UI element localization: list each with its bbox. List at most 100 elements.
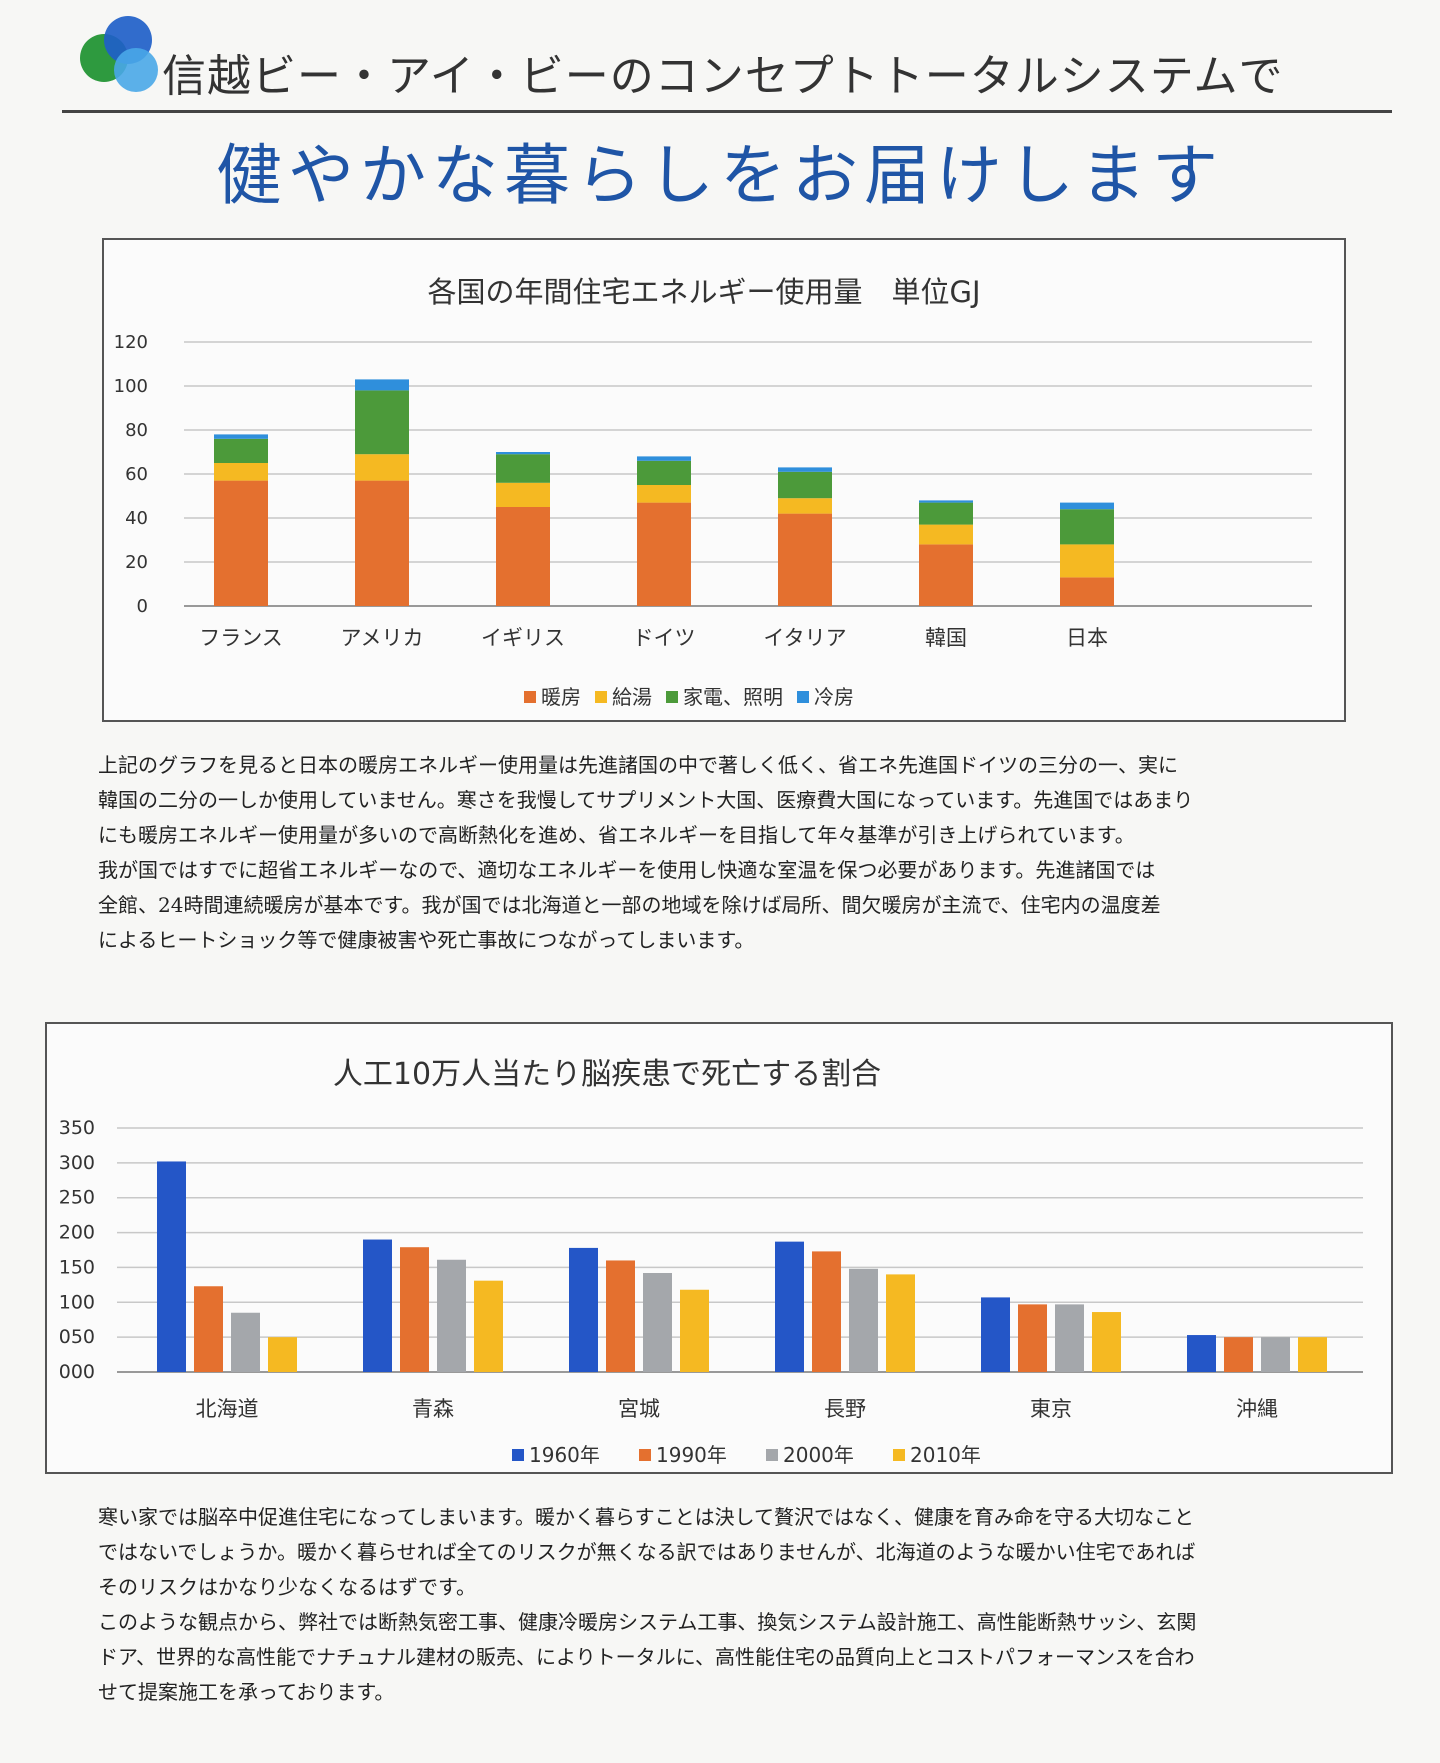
text-line: によるヒートショック等で健康被害や死亡事故につながってしまいます。 xyxy=(98,928,755,952)
legend-label: 1990年 xyxy=(656,1443,727,1467)
bar xyxy=(812,1251,841,1372)
bar xyxy=(214,438,268,463)
bar xyxy=(778,498,832,514)
energy-explanation: 上記のグラフを見ると日本の暖房エネルギー使用量は先進諸国の中で著しく低く、省エネ… xyxy=(98,748,1358,958)
bar xyxy=(919,524,973,545)
text-line: せて提案施工を承っております。 xyxy=(98,1680,395,1704)
legend-swatch xyxy=(512,1449,524,1461)
chart-title: 各国の年間住宅エネルギー使用量 単位GJ xyxy=(427,275,980,309)
legend-label: 2000年 xyxy=(783,1443,854,1467)
bar xyxy=(157,1161,186,1372)
bar xyxy=(355,390,409,455)
x-tick-label: 長野 xyxy=(824,1397,866,1421)
bar xyxy=(496,452,550,455)
bar xyxy=(400,1247,429,1372)
stroke-chart: 人工10万人当たり脳疾患で死亡する割合 000 050 100 150 200 250 300… xyxy=(45,1022,1393,1474)
bar xyxy=(778,471,832,499)
text-line: 韓国の二分の一しか使用していません。寒さを我慢してサプリメント大国、医療費大国に… xyxy=(98,788,1194,812)
bar xyxy=(1055,1304,1084,1372)
bar xyxy=(919,544,973,606)
legend-swatch xyxy=(524,691,536,703)
x-tick-label: イタリア xyxy=(763,626,846,650)
bar xyxy=(886,1274,915,1372)
bar xyxy=(214,463,268,481)
stroke-chart-svg: 人工10万人当たり脳疾患で死亡する割合 000 050 100 150 200 250 300… xyxy=(59,1057,1363,1467)
x-tick-label: 日本 xyxy=(1066,626,1108,650)
y-tick-label: 120 xyxy=(114,332,148,353)
y-tick-label: 100 xyxy=(114,376,148,397)
y-tick-label: 300 xyxy=(59,1152,95,1174)
legend-swatch xyxy=(666,691,678,703)
bar xyxy=(1261,1337,1290,1372)
energy-chart-svg: 各国の年間住宅エネルギー使用量 単位GJ 0 20 40 60 80 100 120 フランス ア… xyxy=(114,275,1312,709)
bar xyxy=(1018,1304,1047,1372)
x-tick-label: 青森 xyxy=(412,1397,454,1421)
bar xyxy=(637,485,691,503)
y-tick-label: 350 xyxy=(59,1117,95,1139)
bar xyxy=(214,434,268,439)
legend-label: 給湯 xyxy=(612,685,652,709)
legend-label: 1960年 xyxy=(529,1443,600,1467)
bar xyxy=(643,1273,672,1372)
bar xyxy=(496,507,550,606)
text-line: にも暖房エネルギー使用量が多いので高断熱化を進め、省エネルギーを目指して年々基準… xyxy=(98,823,1135,847)
y-tick-label: 050 xyxy=(59,1326,95,1348)
bar xyxy=(355,480,409,606)
bar xyxy=(214,480,268,606)
bar xyxy=(606,1260,635,1372)
bar xyxy=(1092,1312,1121,1372)
legend-label: 家電、照明 xyxy=(683,685,783,709)
bar xyxy=(981,1297,1010,1372)
bar xyxy=(496,482,550,507)
bar xyxy=(775,1241,804,1372)
bar xyxy=(231,1312,260,1372)
y-tick-label: 80 xyxy=(125,420,148,441)
text-line: 我が国ではすでに超省エネルギーなので、適切なエネルギーを使用し快適な室温を保つ必… xyxy=(98,858,1156,882)
legend-label: 2010年 xyxy=(910,1443,981,1467)
legend-swatch xyxy=(797,691,809,703)
text-line: ではないでしょうか。暖かく暮らせれば全てのリスクが無くなる訳ではありませんが、北… xyxy=(98,1540,1196,1564)
chart-title: 人工10万人当たり脳疾患で死亡する割合 xyxy=(333,1057,881,1092)
header-divider xyxy=(62,110,1392,113)
three-circles-logo-icon xyxy=(80,16,158,92)
legend-label: 暖房 xyxy=(541,685,581,709)
bar xyxy=(1298,1337,1327,1372)
bar xyxy=(1060,509,1114,545)
y-tick-label: 60 xyxy=(125,464,148,485)
x-tick-label: 韓国 xyxy=(925,626,967,650)
bar xyxy=(778,513,832,606)
legend-swatch xyxy=(893,1449,905,1461)
y-tick-label: 250 xyxy=(59,1187,95,1209)
y-tick-label: 150 xyxy=(59,1256,95,1278)
text-line: ドア、世界的な高性能でナチュナル建材の販売、によりトータルに、高性能住宅の品質向… xyxy=(98,1645,1195,1669)
y-tick-label: 0 xyxy=(137,596,148,617)
bar xyxy=(268,1337,297,1372)
y-tick-label: 200 xyxy=(59,1222,95,1244)
text-line: 寒い家では脳卒中促進住宅になってしまいます。暖かく暮らすことは決して贅沢ではなく… xyxy=(98,1505,1194,1529)
bar xyxy=(1060,544,1114,578)
bar xyxy=(474,1280,503,1372)
bar xyxy=(569,1247,598,1372)
y-tick-label: 20 xyxy=(125,552,148,573)
x-tick-label: 沖縄 xyxy=(1236,1397,1278,1421)
text-line: 上記のグラフを見ると日本の暖房エネルギー使用量は先進諸国の中で著しく低く、省エネ… xyxy=(98,753,1178,777)
x-tick-label: 北海道 xyxy=(196,1397,259,1421)
x-tick-label: フランス xyxy=(199,626,283,650)
bar xyxy=(363,1239,392,1372)
stroke-explanation: 寒い家では脳卒中促進住宅になってしまいます。暖かく暮らすことは決して贅沢ではなく… xyxy=(98,1500,1358,1710)
page-title: 健やかな暮らしをお届けします xyxy=(216,137,1224,214)
bar xyxy=(1224,1337,1253,1372)
bar xyxy=(355,379,409,391)
bar xyxy=(637,502,691,606)
legend-swatch xyxy=(766,1449,778,1461)
bar xyxy=(194,1286,223,1372)
y-tick-label: 40 xyxy=(125,508,148,529)
x-tick-label: ドイツ xyxy=(633,626,696,650)
bar xyxy=(1060,502,1114,510)
bar xyxy=(849,1268,878,1372)
text-line: このような観点から、弊社では断熱気密工事、健康冷暖房システム工事、換気システム設… xyxy=(98,1610,1197,1634)
x-tick-label: イギリス xyxy=(481,626,565,650)
legend-swatch xyxy=(595,691,607,703)
bar xyxy=(778,467,832,472)
text-line: 全館、24時間連続暖房が基本です。我が国では北海道と一部の地域を除けば局所、間欠… xyxy=(98,893,1161,917)
